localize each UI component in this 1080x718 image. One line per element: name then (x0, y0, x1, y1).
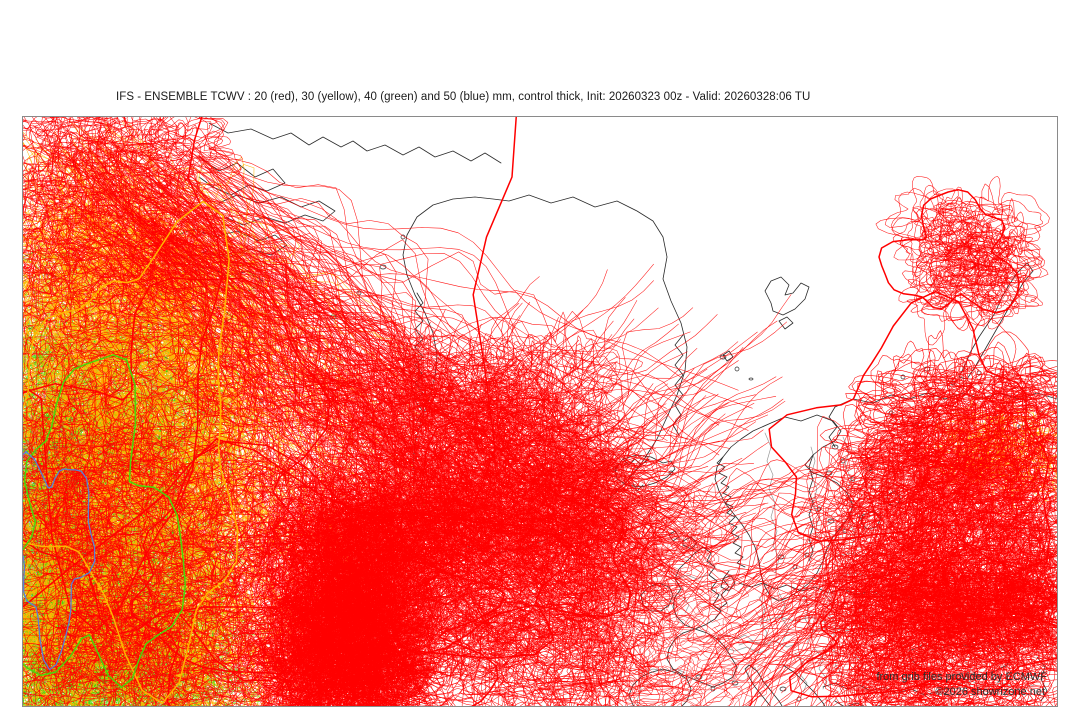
map-canvas[interactable]: from grib files provided by ECMWF ©2026 … (22, 116, 1058, 707)
ensemble-contour-layer (23, 117, 1057, 706)
page-title: IFS - ENSEMBLE TCWV : 20 (red), 30 (yell… (116, 91, 811, 103)
